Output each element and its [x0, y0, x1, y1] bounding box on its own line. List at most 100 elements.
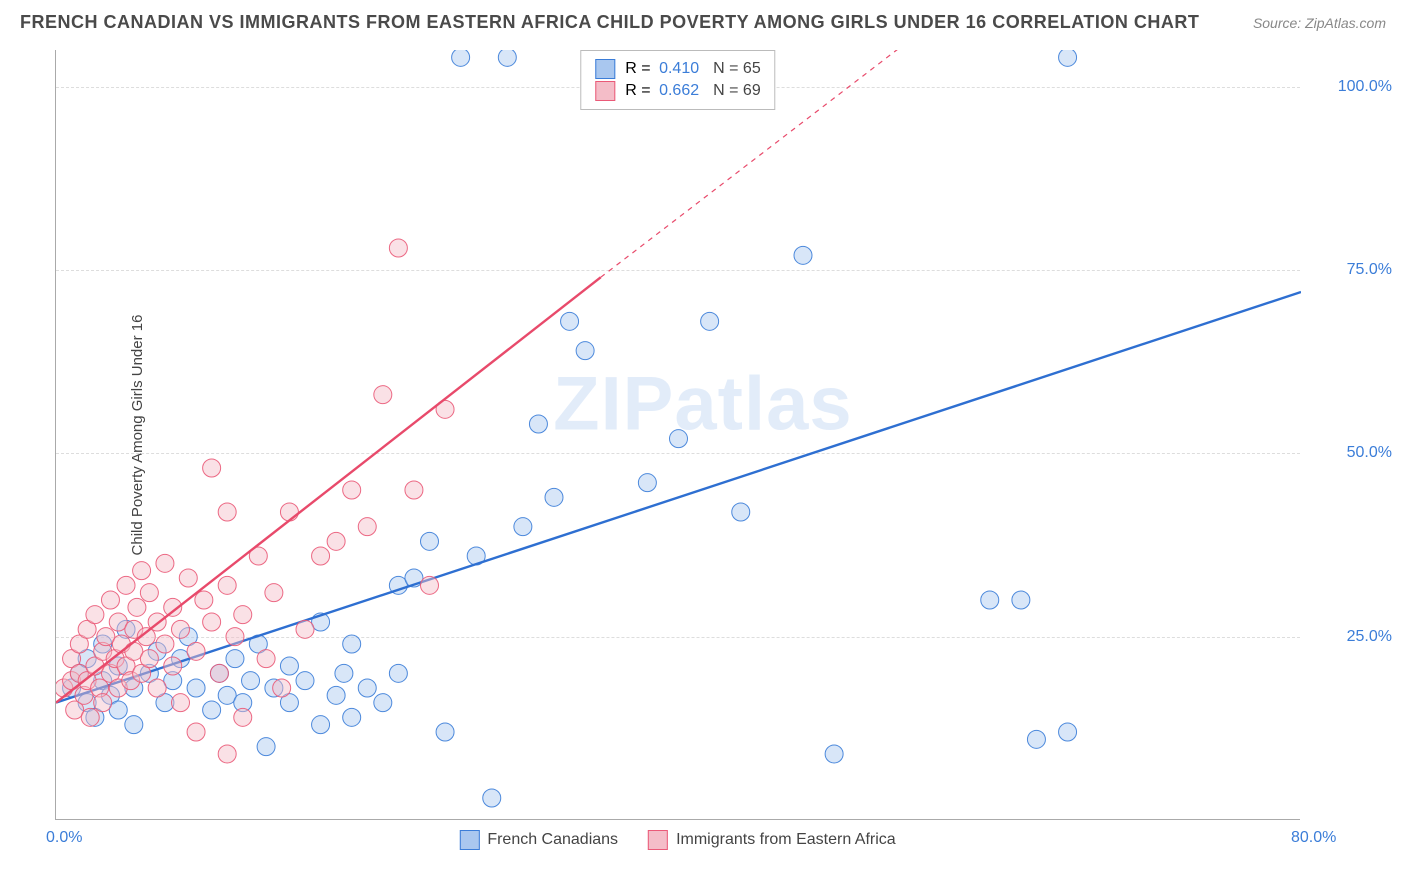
data-point — [389, 664, 407, 682]
data-point — [452, 50, 470, 66]
data-point — [296, 620, 314, 638]
legend-swatch — [459, 830, 479, 850]
data-point — [374, 694, 392, 712]
data-point — [498, 50, 516, 66]
data-point — [148, 679, 166, 697]
plot-region: ZIPatlas R = 0.410N = 65R = 0.662N = 69 … — [55, 50, 1300, 820]
data-point — [358, 679, 376, 697]
data-point — [234, 708, 252, 726]
data-point — [545, 488, 563, 506]
chart-source: Source: ZipAtlas.com — [1253, 15, 1386, 31]
data-point — [265, 584, 283, 602]
legend-swatch — [648, 830, 668, 850]
data-point — [343, 635, 361, 653]
data-point — [117, 576, 135, 594]
data-point — [343, 708, 361, 726]
legend-series-item: Immigrants from Eastern Africa — [648, 830, 896, 850]
legend-stat-row: R = 0.410N = 65 — [595, 59, 760, 79]
data-point — [172, 694, 190, 712]
data-point — [156, 554, 174, 572]
data-point — [140, 650, 158, 668]
data-point — [226, 650, 244, 668]
legend-swatch — [595, 81, 615, 101]
trend-line — [56, 277, 601, 702]
data-point — [187, 679, 205, 697]
data-point — [1059, 723, 1077, 741]
data-point — [203, 701, 221, 719]
data-point — [638, 474, 656, 492]
data-point — [981, 591, 999, 609]
data-point — [701, 312, 719, 330]
data-point — [86, 606, 104, 624]
data-point — [405, 481, 423, 499]
data-point — [561, 312, 579, 330]
x-tick-label: 80.0% — [1291, 829, 1336, 847]
data-point — [210, 664, 228, 682]
data-point — [389, 239, 407, 257]
legend-swatch — [595, 59, 615, 79]
data-point — [514, 518, 532, 536]
data-point — [187, 642, 205, 660]
data-point — [374, 386, 392, 404]
plot-svg — [56, 50, 1301, 820]
data-point — [81, 708, 99, 726]
legend-series-item: French Canadians — [459, 830, 618, 850]
data-point — [436, 723, 454, 741]
chart-title: FRENCH CANADIAN VS IMMIGRANTS FROM EASTE… — [20, 12, 1199, 33]
legend-series-label: Immigrants from Eastern Africa — [676, 831, 896, 849]
data-point — [179, 569, 197, 587]
data-point — [125, 716, 143, 734]
data-point — [327, 686, 345, 704]
data-point — [280, 657, 298, 675]
legend-series-label: French Canadians — [487, 831, 618, 849]
data-point — [164, 657, 182, 675]
data-point — [257, 738, 275, 756]
data-point — [1027, 730, 1045, 748]
data-point — [794, 246, 812, 264]
legend-series: French Canadians Immigrants from Eastern … — [459, 830, 895, 850]
data-point — [273, 679, 291, 697]
data-point — [670, 430, 688, 448]
data-point — [343, 481, 361, 499]
data-point — [421, 576, 439, 594]
data-point — [483, 789, 501, 807]
x-tick-label: 0.0% — [46, 829, 82, 847]
data-point — [529, 415, 547, 433]
data-point — [327, 532, 345, 550]
legend-stat-text: R = 0.662N = 69 — [625, 82, 760, 100]
data-point — [156, 635, 174, 653]
data-point — [234, 606, 252, 624]
data-point — [218, 576, 236, 594]
legend-stat-text: R = 0.410N = 65 — [625, 60, 760, 78]
y-tick-label: 50.0% — [1312, 444, 1392, 462]
data-point — [296, 672, 314, 690]
chart-area: Child Poverty Among Girls Under 16 ZIPat… — [55, 50, 1300, 820]
data-point — [94, 694, 112, 712]
data-point — [280, 503, 298, 521]
data-point — [335, 664, 353, 682]
data-point — [101, 591, 119, 609]
data-point — [128, 598, 146, 616]
data-point — [312, 547, 330, 565]
y-tick-label: 75.0% — [1312, 261, 1392, 279]
data-point — [187, 723, 205, 741]
legend-stats: R = 0.410N = 65 R = 0.662N = 69 — [580, 50, 775, 110]
data-point — [242, 672, 260, 690]
chart-header: FRENCH CANADIAN VS IMMIGRANTS FROM EASTE… — [0, 0, 1406, 41]
data-point — [825, 745, 843, 763]
y-tick-label: 25.0% — [1312, 628, 1392, 646]
data-point — [1012, 591, 1030, 609]
data-point — [421, 532, 439, 550]
data-point — [140, 584, 158, 602]
data-point — [172, 620, 190, 638]
data-point — [195, 591, 213, 609]
data-point — [133, 562, 151, 580]
data-point — [312, 716, 330, 734]
y-tick-label: 100.0% — [1312, 78, 1392, 96]
data-point — [203, 459, 221, 477]
data-point — [203, 613, 221, 631]
data-point — [218, 745, 236, 763]
data-point — [1059, 50, 1077, 66]
data-point — [257, 650, 275, 668]
data-point — [218, 503, 236, 521]
